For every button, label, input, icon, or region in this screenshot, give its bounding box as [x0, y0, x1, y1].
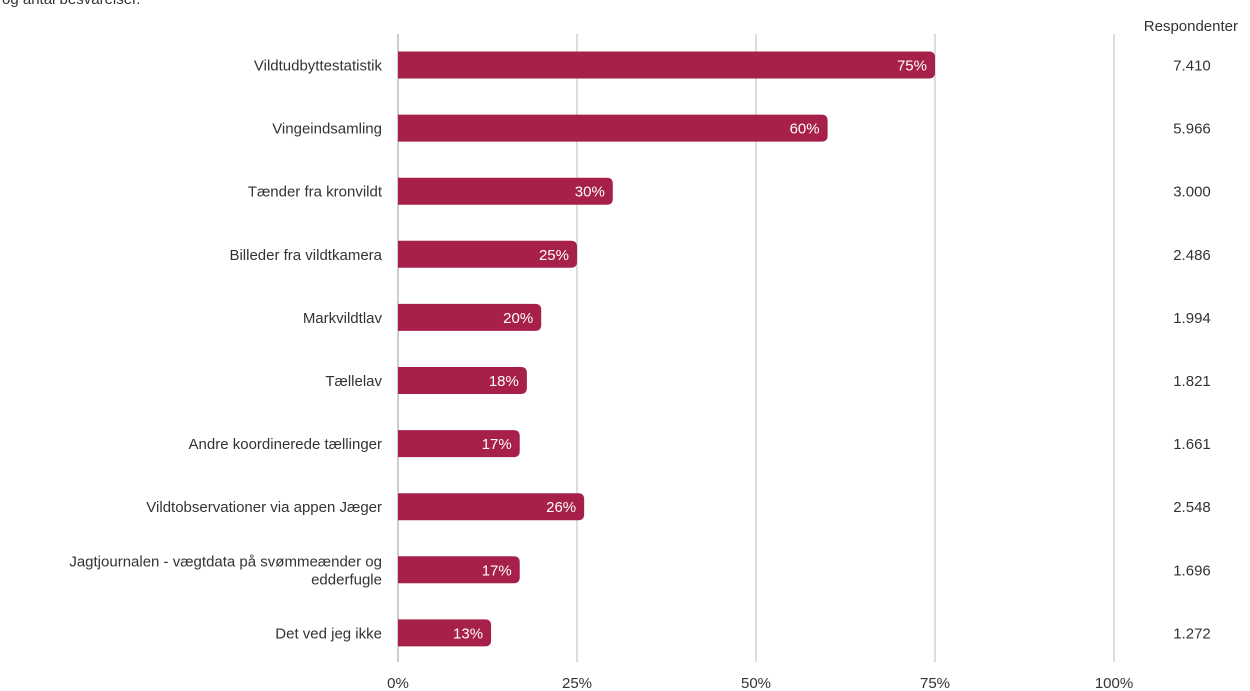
respondent-count: 5.966 — [1173, 121, 1211, 138]
category-label: Vildtobservationer via appen Jæger — [146, 499, 382, 516]
bar-value-label: 20% — [503, 310, 533, 327]
bar — [398, 240, 577, 268]
category-label: Jagtjournalen - vægtdata på svømmeænder … — [69, 553, 382, 570]
category-label: Billeder fra vildtkamera — [229, 247, 382, 264]
respondent-count: 2.548 — [1173, 499, 1211, 516]
respondent-count: 3.000 — [1173, 184, 1211, 201]
bar — [398, 430, 520, 458]
respondents-header: Respondenter — [1143, 18, 1238, 35]
bar-value-label: 26% — [546, 499, 576, 516]
x-tick-label: 0% — [387, 675, 409, 691]
clipped-header-text: og antal besvarelser. — [2, 0, 140, 8]
bar-value-label: 25% — [539, 247, 569, 264]
bar-value-label: 18% — [489, 373, 519, 390]
respondent-count: 1.821 — [1173, 373, 1211, 390]
bar — [398, 177, 613, 205]
category-label: Andre koordinerede tællinger — [189, 436, 382, 453]
bar — [398, 114, 828, 142]
category-label: Tællelav — [325, 373, 382, 390]
respondent-count: 2.486 — [1173, 247, 1211, 264]
bar-value-label: 13% — [453, 625, 483, 642]
category-label: edderfugle — [311, 571, 382, 588]
respondent-count: 1.994 — [1173, 310, 1211, 327]
category-label: Det ved jeg ikke — [275, 625, 382, 642]
bar-value-label: 75% — [897, 58, 927, 75]
category-label: Vingeindsamling — [272, 121, 382, 138]
category-label: Tænder fra kronvildt — [248, 184, 383, 201]
x-tick-label: 75% — [920, 675, 950, 691]
bar-value-label: 60% — [790, 121, 820, 138]
bar-value-label: 17% — [482, 436, 512, 453]
x-tick-label: 50% — [741, 675, 771, 691]
respondent-count: 1.272 — [1173, 625, 1211, 642]
bar — [398, 493, 585, 521]
bar — [398, 619, 492, 647]
respondent-count: 1.661 — [1173, 436, 1211, 453]
bar-value-label: 17% — [482, 562, 512, 579]
category-label: Markvildtlav — [303, 310, 383, 327]
category-label: Vildtudbyttestatistik — [254, 58, 383, 75]
bar-value-label: 30% — [575, 184, 605, 201]
bar — [398, 51, 935, 79]
respondent-count: 7.410 — [1173, 58, 1211, 75]
x-tick-label: 25% — [562, 675, 592, 691]
bar — [398, 303, 542, 331]
x-tick-label: 100% — [1095, 675, 1133, 691]
bar — [398, 556, 520, 584]
respondent-count: 1.696 — [1173, 562, 1211, 579]
bar — [398, 367, 527, 394]
